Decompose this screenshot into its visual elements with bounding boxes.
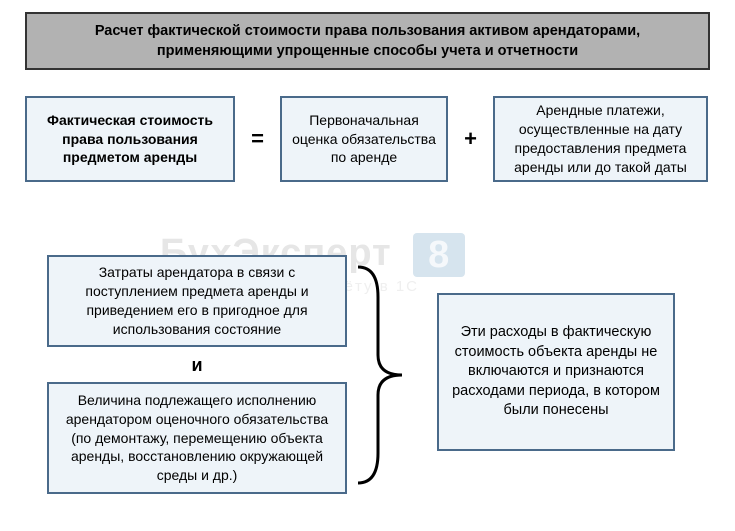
exclusion-section: Затраты арендатора в связи с поступление… (25, 255, 710, 515)
formula-lhs: Фактическая стоимость права пользования … (37, 111, 223, 168)
formula-term2-box: Арендные платежи, осуществленные на дату… (493, 96, 708, 182)
formula-term2: Арендные платежи, осуществленные на дату… (505, 101, 696, 177)
equals-operator: = (235, 126, 280, 152)
plus-operator: + (448, 126, 493, 152)
exclusion-joiner: и (47, 347, 347, 382)
header-title: Расчет фактической стоимости права польз… (45, 21, 690, 62)
formula-row: Фактическая стоимость права пользования … (25, 95, 710, 183)
exclusion-item1-box: Затраты арендатора в связи с поступление… (47, 255, 347, 347)
curly-brace-icon (350, 255, 430, 495)
formula-term1-box: Первоначальная оценка обязательства по а… (280, 96, 448, 182)
exclusion-item2: Величина подлежащего исполнению арендато… (59, 391, 335, 485)
exclusion-left-column: Затраты арендатора в связи с поступление… (47, 255, 347, 494)
formula-term1: Первоначальная оценка обязательства по а… (292, 111, 436, 168)
exclusion-result-box: Эти расходы в фактическую стоимость объе… (437, 293, 675, 451)
exclusion-item1: Затраты арендатора в связи с поступление… (59, 263, 335, 339)
header-title-box: Расчет фактической стоимости права польз… (25, 12, 710, 70)
exclusion-item2-box: Величина подлежащего исполнению арендато… (47, 382, 347, 494)
exclusion-result: Эти расходы в фактическую стоимость объе… (449, 323, 663, 421)
formula-lhs-box: Фактическая стоимость права пользования … (25, 96, 235, 182)
